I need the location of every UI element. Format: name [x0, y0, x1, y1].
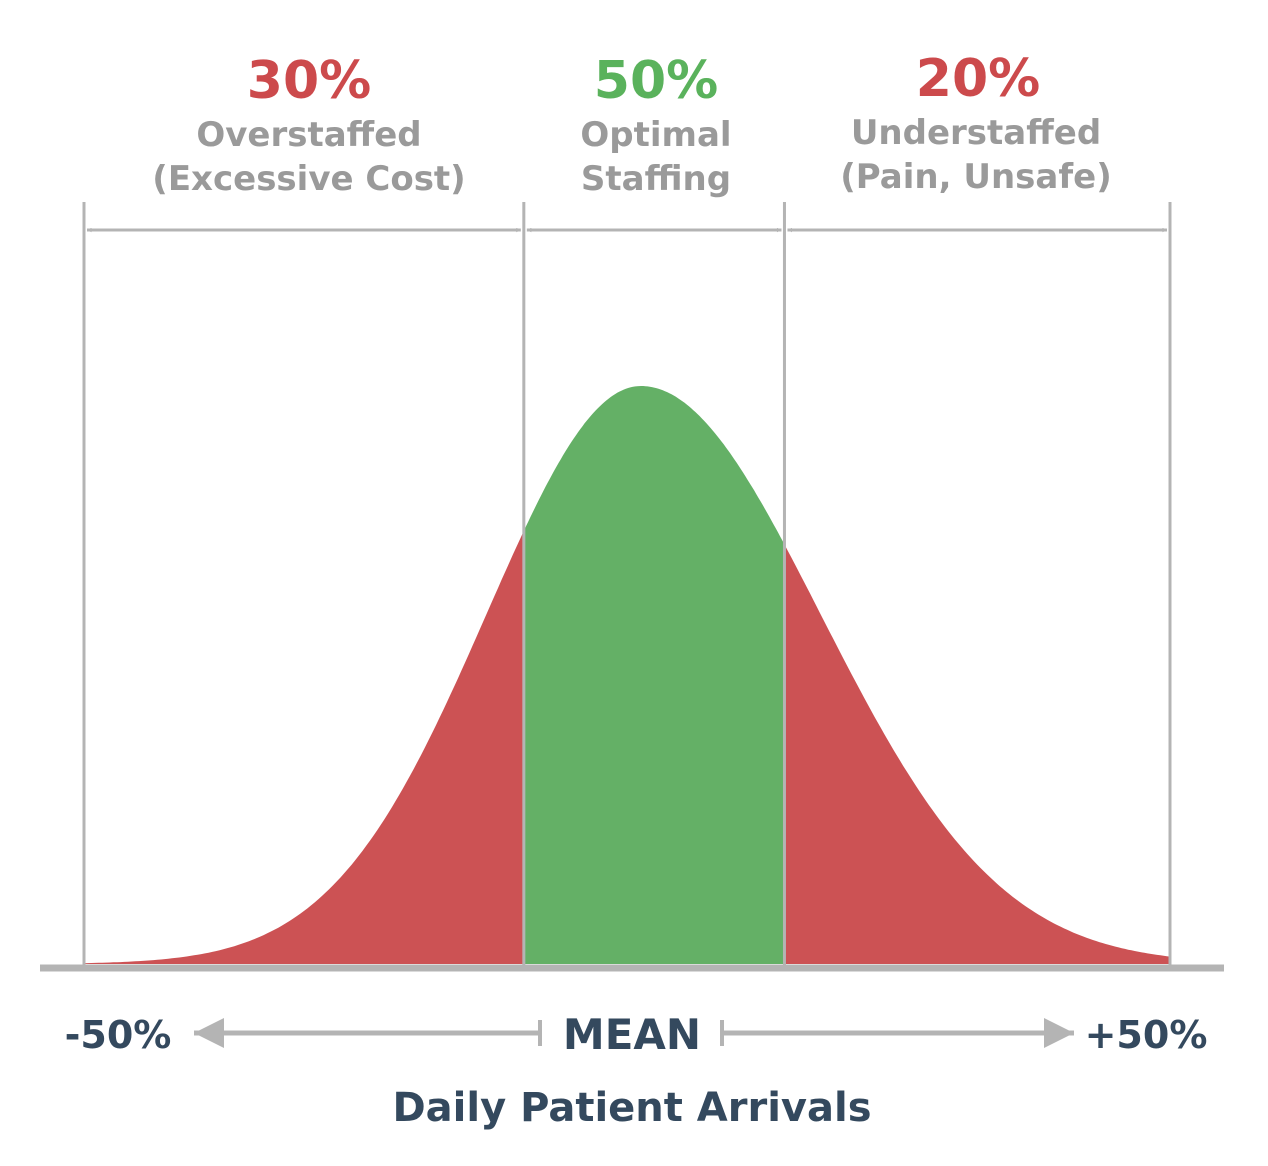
understaffed-area: [784, 544, 1170, 964]
overstaffed-label-line2: (Excessive Cost): [152, 159, 465, 199]
optimal-label-line1: Optimal: [580, 115, 731, 155]
x-axis-title: Daily Patient Arrivals: [392, 1085, 871, 1131]
understaffed-label-line1: Understaffed: [851, 113, 1101, 153]
optimal-percent: 50%: [594, 51, 718, 111]
tick-label-right: +50%: [1085, 1013, 1208, 1057]
tick-label-left: -50%: [65, 1013, 172, 1057]
overstaffed-percent: 30%: [247, 51, 371, 111]
understaffed-percent: 20%: [916, 49, 1040, 109]
tick-label-mean: MEAN: [563, 1010, 701, 1059]
overstaffed-area: [84, 530, 524, 964]
optimal-area: [523, 386, 785, 964]
overstaffed-label-line1: Overstaffed: [196, 115, 421, 155]
understaffed-label-line2: (Pain, Unsafe): [840, 157, 1112, 197]
optimal-label-line2: Staffing: [581, 159, 731, 199]
